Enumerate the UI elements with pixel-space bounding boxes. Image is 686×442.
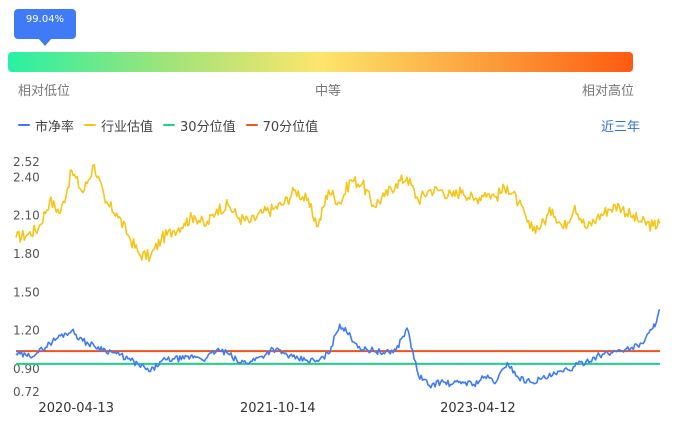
- plot-lines: [15, 163, 661, 389]
- x-axis: 2020-04-13 2021-10-14 2023-04-12: [38, 401, 515, 416]
- y-tick-label: 2.10: [13, 209, 40, 223]
- legend-swatch-p30: [163, 124, 176, 126]
- legend-label-pb: 市净率: [35, 119, 75, 135]
- legend-item-p30[interactable]: 30分位值: [163, 116, 236, 135]
- legend-swatch-industry: [84, 124, 97, 126]
- legend-swatch-p70: [245, 124, 258, 126]
- gauge-mid-label: 中等: [315, 84, 342, 99]
- y-tick-label: 1.20: [13, 324, 40, 338]
- legend-label-p30: 30分位值: [180, 119, 236, 135]
- y-axis: 2.522.40 2.10 1.80 1.50 1.20 0.90 0.72: [13, 155, 40, 399]
- y-tick-label: 1.50: [13, 285, 40, 299]
- y-tick-label: 2.40: [13, 170, 40, 184]
- percentile-gauge-bar: [8, 52, 633, 72]
- y-tick-label: 0.72: [13, 385, 40, 399]
- gauge-low-label: 相对低位: [18, 84, 71, 99]
- gauge-high-label: 相对高位: [582, 84, 635, 99]
- legend-swatch-pb: [18, 124, 30, 126]
- pb-ratio-line: [15, 309, 661, 389]
- y-tick-label: 2.52: [13, 155, 40, 169]
- percentile-value: 99.04%: [25, 14, 65, 25]
- chart-legend: 市净率 行业估值 30分位值 70分位值: [18, 116, 328, 135]
- x-tick-label: 2021-10-14: [240, 401, 316, 416]
- legend-label-p70: 70分位值: [262, 119, 319, 135]
- legend-item-p70[interactable]: 70分位值: [245, 116, 319, 135]
- legend-item-pb[interactable]: 市净率: [18, 116, 74, 135]
- legend-label-industry: 行业估值: [101, 119, 154, 135]
- x-tick-label: 2023-04-12: [440, 401, 516, 416]
- percentile-tooltip: 99.04%: [14, 9, 76, 46]
- y-tick-label: 1.80: [13, 247, 40, 261]
- industry-valuation-line: [15, 163, 661, 263]
- legend-item-industry[interactable]: 行业估值: [84, 116, 153, 135]
- y-tick-label: 0.90: [13, 362, 40, 376]
- x-tick-label: 2020-04-13: [38, 401, 114, 416]
- range-select-button[interactable]: 近三年: [600, 120, 640, 135]
